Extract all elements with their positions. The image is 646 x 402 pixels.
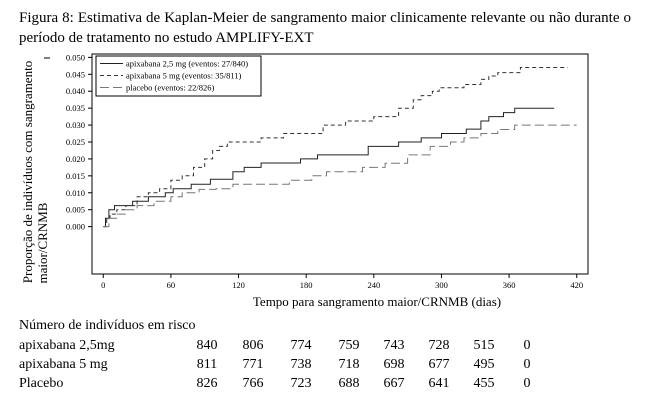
risk-count-cell: 677 bbox=[428, 357, 450, 372]
risk-count-cell: 806 bbox=[242, 338, 264, 353]
y-tick-label: 0.045 bbox=[66, 69, 85, 79]
y-axis-ticks: 0.000 0.005 0.010 0.015 0.020 0.025 0.030 0.035… bbox=[66, 52, 92, 232]
risk-count-cell: 688 bbox=[338, 376, 360, 391]
risk-count-cell: 728 bbox=[428, 338, 450, 353]
x-tick-label: 300 bbox=[435, 280, 448, 290]
risk-table: Número de indivíduos em risco apixabana … bbox=[19, 316, 639, 393]
risk-count-cell: 718 bbox=[338, 357, 360, 372]
y-tick-label: 0.035 bbox=[66, 103, 85, 113]
series-line-apixabana-5 bbox=[103, 67, 568, 228]
risk-count-cell: 515 bbox=[473, 338, 495, 353]
risk-count-cell: 743 bbox=[383, 338, 405, 353]
y-tick-label: 0.010 bbox=[66, 188, 85, 198]
risk-count-cell: 723 bbox=[290, 376, 312, 391]
x-axis-ticks: 0 60 120 180 240 300 360 420 bbox=[101, 274, 583, 290]
x-axis-label: Tempo para sangramento maior/CRNMB (dias… bbox=[253, 294, 501, 309]
x-tick-label: 60 bbox=[167, 280, 176, 290]
y-axis-label-line-1: Proporção de indivíduos com sangramento bbox=[20, 61, 35, 283]
y-axis-label-line-2: maior/CRNMB bbox=[35, 202, 50, 283]
y-tick-label: 0.015 bbox=[66, 171, 85, 181]
risk-count-cell: 0 bbox=[523, 376, 531, 391]
risk-count-cell: 667 bbox=[383, 376, 405, 391]
y-tick-label: 0.025 bbox=[66, 137, 85, 147]
risk-count-cell: 826 bbox=[196, 376, 218, 391]
y-tick-label: 0.030 bbox=[66, 120, 85, 130]
risk-count-cell: 495 bbox=[473, 357, 495, 372]
risk-table-row: apixabana 5 mg 811 771 738 718 698 677 495 0 bbox=[19, 355, 639, 374]
legend-box bbox=[95, 55, 262, 97]
risk-count-cell: 641 bbox=[428, 376, 450, 391]
y-tick-label: 0.005 bbox=[66, 205, 85, 215]
series-line-apixabana-2-5 bbox=[103, 107, 555, 228]
risk-count-cell: 759 bbox=[338, 338, 360, 353]
risk-table-title: Número de indivíduos em risco bbox=[19, 318, 196, 333]
legend-label-placebo: placebo (eventos: 22/826) bbox=[126, 83, 214, 93]
legend-label-apixabana-5: apixabana 5 mg (eventos: 35/811) bbox=[126, 71, 242, 81]
risk-table-row: Placebo 826 766 723 688 667 641 455 0 bbox=[19, 374, 639, 393]
legend-label-apixabana-2-5: apixabana 2,5 mg (eventos: 27/840) bbox=[126, 59, 248, 69]
x-tick-label: 420 bbox=[570, 280, 583, 290]
legend: apixabana 2,5 mg (eventos: 27/840) apixa… bbox=[95, 55, 262, 97]
plot-area-frame bbox=[91, 53, 589, 275]
y-tick-label: 0.050 bbox=[66, 52, 85, 62]
risk-row-label: Placebo bbox=[19, 376, 64, 391]
risk-row-label: apixabana 2,5mg bbox=[19, 338, 115, 353]
risk-count-cell: 455 bbox=[473, 376, 495, 391]
risk-count-cell: 771 bbox=[242, 357, 264, 372]
x-tick-label: 360 bbox=[503, 280, 516, 290]
y-tick-label: 0.040 bbox=[66, 86, 85, 96]
risk-count-cell: 0 bbox=[523, 338, 531, 353]
risk-count-cell: 840 bbox=[196, 338, 218, 353]
risk-count-cell: 774 bbox=[290, 338, 312, 353]
x-tick-label: 120 bbox=[232, 280, 245, 290]
x-tick-label: 240 bbox=[367, 280, 380, 290]
risk-count-cell: 738 bbox=[290, 357, 312, 372]
risk-row-label: apixabana 5 mg bbox=[19, 357, 108, 372]
figure-caption: Figura 8: Estimativa de Kaplan-Meier de … bbox=[19, 10, 631, 46]
series-line-placebo bbox=[103, 124, 577, 228]
risk-count-cell: 698 bbox=[383, 357, 405, 372]
risk-table-row: apixabana 2,5mg 840 806 774 759 743 728 515 0 bbox=[19, 336, 639, 355]
x-tick-label: 0 bbox=[101, 280, 105, 290]
y-tick-label: 0.000 bbox=[66, 222, 85, 232]
km-chart: 0.000 0.005 0.010 0.015 0.020 0.025 0.030 0.035… bbox=[20, 52, 589, 309]
risk-count-cell: 766 bbox=[242, 376, 264, 391]
risk-table-rows: apixabana 2,5mg 840 806 774 759 743 728 515 0 api… bbox=[19, 336, 639, 393]
risk-count-cell: 0 bbox=[523, 357, 531, 372]
x-tick-label: 180 bbox=[300, 280, 313, 290]
risk-count-cell: 811 bbox=[196, 357, 218, 372]
y-tick-label: 0.020 bbox=[66, 154, 85, 164]
series-lines bbox=[103, 67, 577, 228]
